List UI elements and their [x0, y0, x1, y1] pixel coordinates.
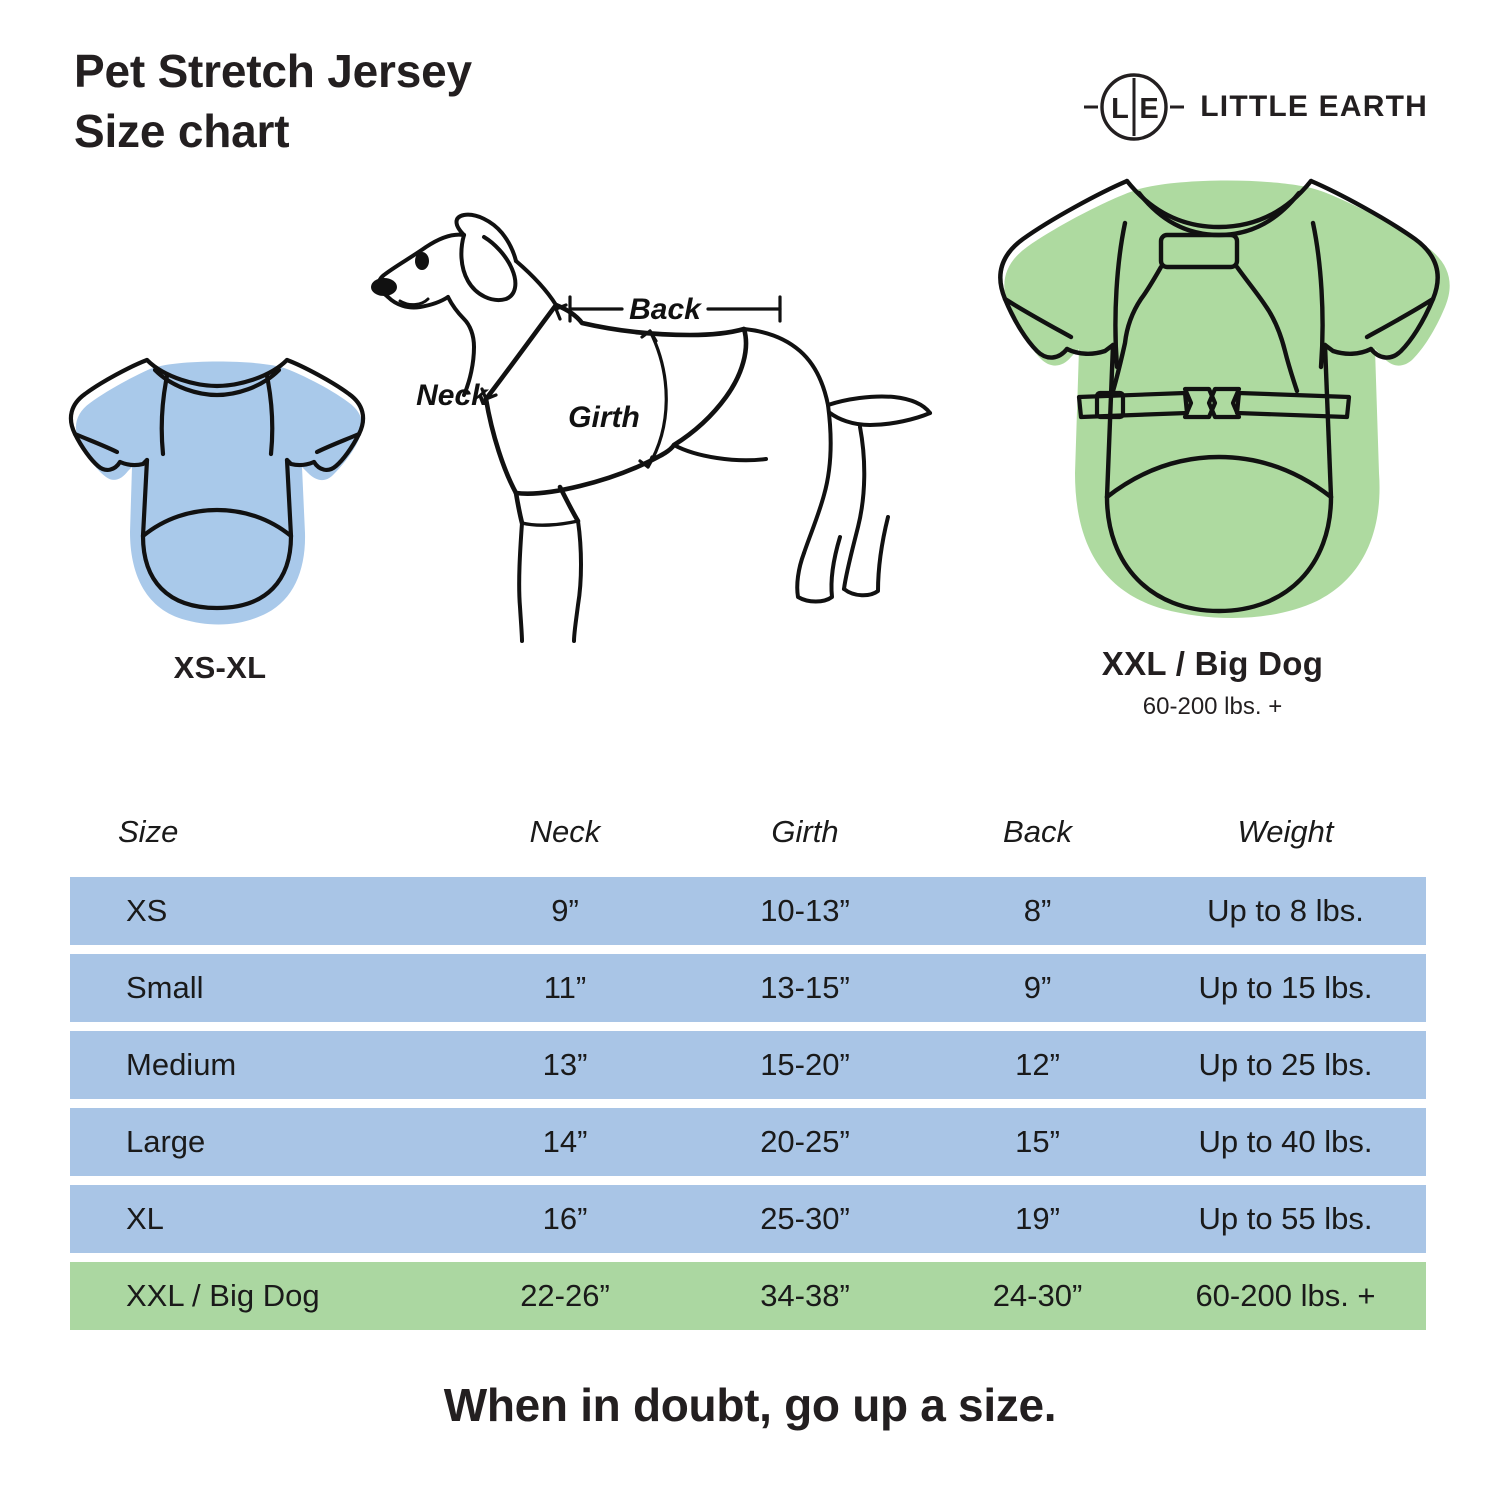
xs-xl-jersey-illustration — [55, 340, 385, 645]
cell-weight: Up to 40 lbs. — [1198, 1124, 1373, 1159]
cell-girth: 20-25” — [760, 1124, 850, 1159]
cell-back: 12” — [1015, 1047, 1060, 1082]
cell-weight: Up to 55 lbs. — [1198, 1201, 1373, 1236]
cell-back: 9” — [1023, 970, 1052, 1005]
xxl-caption-main: XXL / Big Dog — [1101, 645, 1324, 682]
cell-weight: Up to 25 lbs. — [1198, 1047, 1373, 1082]
table-header-row: Size Neck Girth Back Weight — [70, 795, 1426, 869]
logo-letter-l: L — [1111, 93, 1129, 125]
cell-back: 15” — [1015, 1124, 1060, 1159]
footer-tagline: When in doubt, go up a size. — [443, 1379, 1057, 1431]
page-header: Pet Stretch Jersey Size chart L E LITTLE… — [0, 0, 1500, 180]
cell-size: XS — [126, 893, 168, 928]
xxl-caption-weight: 60-200 lbs. + — [1142, 693, 1283, 720]
harness-belt-strap-icon — [1076, 386, 1352, 420]
cell-weight: Up to 15 lbs. — [1198, 970, 1373, 1005]
cell-girth: 15-20” — [760, 1047, 850, 1082]
cell-girth: 34-38” — [760, 1278, 850, 1313]
page-title: Pet Stretch Jersey Size chart — [74, 45, 472, 157]
little-earth-circle-icon: L E — [1084, 73, 1185, 141]
column-header-back: Back — [1003, 814, 1072, 849]
cell-weight: 60-200 lbs. + — [1195, 1278, 1376, 1313]
table-row: XS 9” 10-13” 8” Up to 8 lbs. — [70, 877, 1426, 945]
cell-back: 8” — [1023, 893, 1052, 928]
column-header-neck: Neck — [529, 814, 601, 849]
xs-xl-caption: XS-XL — [173, 650, 267, 685]
cell-neck: 13” — [542, 1047, 588, 1082]
column-header-weight: Weight — [1237, 814, 1334, 849]
table-row: XL 16” 25-30” 19” Up to 55 lbs. — [70, 1185, 1426, 1253]
cell-back: 19” — [1015, 1201, 1060, 1236]
brand-logo: L E LITTLE EARTH — [1082, 72, 1428, 142]
table-row: XXL / Big Dog 22-26” 34-38” 24-30” 60-20… — [70, 1262, 1426, 1330]
dog-measurement-diagram: Back Neck Girth — [360, 205, 960, 650]
illustration-band: XS-XL — [0, 165, 1500, 745]
column-header-size: Size — [118, 814, 179, 849]
size-chart-table: Size Neck Girth Back Weight XS 9” 10-13”… — [70, 795, 1426, 1339]
column-header-girth: Girth — [771, 814, 839, 849]
cell-weight: Up to 8 lbs. — [1207, 893, 1364, 928]
logo-letter-e: E — [1140, 93, 1159, 125]
neck-label: Neck — [416, 379, 489, 412]
girth-label: Girth — [568, 401, 640, 434]
cell-girth: 10-13” — [760, 893, 850, 928]
cell-size: XL — [126, 1201, 164, 1236]
cell-neck: 9” — [551, 893, 579, 928]
cell-size: Small — [126, 970, 204, 1005]
green-jersey-icon — [998, 178, 1450, 619]
back-label: Back — [629, 293, 702, 326]
cell-size: XXL / Big Dog — [126, 1278, 320, 1313]
cell-size: Medium — [126, 1047, 237, 1082]
cell-neck: 22-26” — [520, 1278, 610, 1313]
cell-neck: 11” — [543, 970, 587, 1005]
dog-diagram-icon: Back Neck Girth — [371, 212, 932, 643]
brand-name: LITTLE EARTH — [1200, 90, 1428, 123]
table-row: Small 11” 13-15” 9” Up to 15 lbs. — [70, 954, 1426, 1022]
cell-girth: 25-30” — [760, 1201, 850, 1236]
xxl-jersey-illustration — [975, 165, 1450, 640]
table-row: Large 14” 20-25” 15” Up to 40 lbs. — [70, 1108, 1426, 1176]
harness-neck-buckle-icon — [1158, 232, 1240, 270]
table-row: Medium 13” 15-20” 12” Up to 25 lbs. — [70, 1031, 1426, 1099]
cell-girth: 13-15” — [760, 970, 850, 1005]
blue-jersey-icon — [68, 357, 366, 625]
cell-back: 24-30” — [992, 1278, 1083, 1313]
cell-size: Large — [126, 1124, 206, 1159]
xxl-caption: XXL / Big Dog 60-200 lbs. + — [975, 645, 1450, 721]
cell-neck: 16” — [542, 1201, 588, 1236]
cell-neck: 14” — [542, 1124, 588, 1159]
